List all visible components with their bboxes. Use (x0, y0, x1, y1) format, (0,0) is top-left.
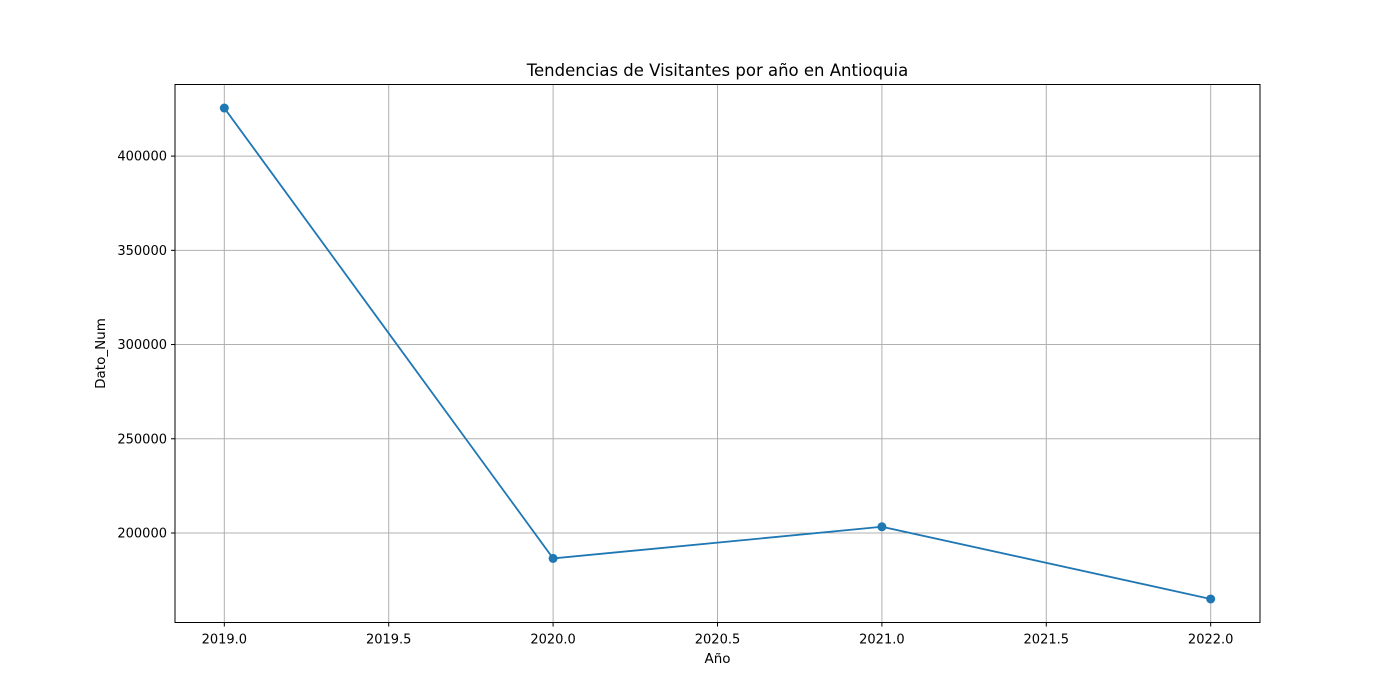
x-tick-label: 2022.0 (1188, 633, 1234, 648)
x-tick-label: 2020.0 (530, 633, 576, 648)
grid (175, 84, 1260, 623)
x-tick-label: 2020.5 (695, 633, 741, 648)
y-tick-label: 400000 (117, 150, 167, 165)
x-tick-label: 2019.0 (202, 633, 248, 648)
chart-title: Tendencias de Visitantes por año en Anti… (526, 61, 909, 80)
x-tick-label: 2019.5 (366, 633, 412, 648)
y-tick-label: 300000 (117, 338, 167, 353)
data-point (219, 103, 229, 113)
y-tick-label: 350000 (117, 244, 167, 259)
y-tick-label: 250000 (117, 432, 167, 447)
x-tick-label: 2021.5 (1024, 633, 1070, 648)
ticks: 2019.0 2019.5 2020.0 2020.5 2021.0 2021.5 2022… (117, 150, 1233, 648)
data-point (548, 553, 558, 563)
series-layer (219, 103, 1216, 604)
data-point (1206, 594, 1216, 604)
x-axis-title: Año (704, 651, 730, 667)
series-line (223, 107, 1211, 600)
y-tick-label: 200000 (117, 526, 167, 541)
x-tick-label: 2021.0 (859, 633, 905, 648)
y-axis-title: Dato_Num (93, 318, 109, 389)
data-point (877, 522, 887, 532)
